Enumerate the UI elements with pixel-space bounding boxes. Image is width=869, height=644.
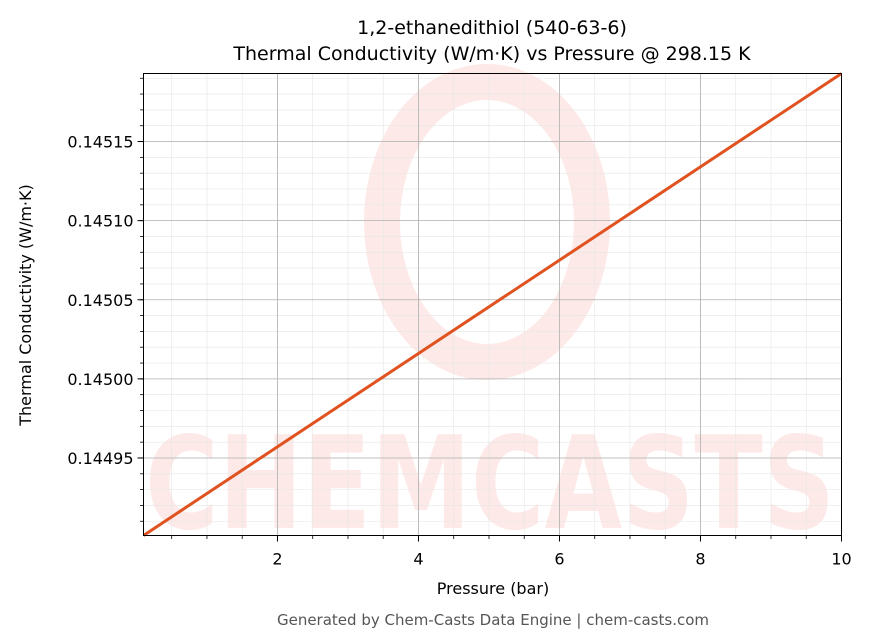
x-tick-label: 8 — [695, 550, 705, 569]
footer-text: Generated by Chem-Casts Data Engine | ch… — [277, 611, 709, 629]
x-tick-label: 10 — [831, 550, 851, 569]
series-layer — [142, 72, 843, 537]
watermark-logo: CHEMCASTS — [145, 64, 835, 559]
x-tick-label: 6 — [554, 550, 564, 569]
y-tick-label: 0.14505 — [67, 291, 133, 310]
major-grid — [143, 73, 842, 536]
svg-text:CHEMCASTS: CHEMCASTS — [145, 410, 835, 559]
x-tick-label: 4 — [413, 550, 423, 569]
x-tick-label: 2 — [272, 550, 282, 569]
plot-frame — [143, 73, 842, 536]
y-tick-label: 0.14515 — [67, 133, 133, 152]
y-tick-label: 0.14495 — [67, 449, 133, 468]
y-tick-label: 0.14510 — [67, 212, 133, 231]
y-axis-label: Thermal Conductivity (W/m·K) — [16, 184, 35, 427]
series-line — [142, 72, 843, 537]
y-tick-label: 0.14500 — [67, 370, 133, 389]
chart-title: 1,2-ethanedithiol (540-63-6) — [357, 17, 627, 39]
ticks: 2 4 6 8 10 0.14495 0.14500 0.14505 0.14510 0.1451… — [67, 77, 852, 569]
x-axis-label: Pressure (bar) — [437, 579, 549, 598]
chart-subtitle: Thermal Conductivity (W/m·K) vs Pressure… — [232, 43, 751, 65]
